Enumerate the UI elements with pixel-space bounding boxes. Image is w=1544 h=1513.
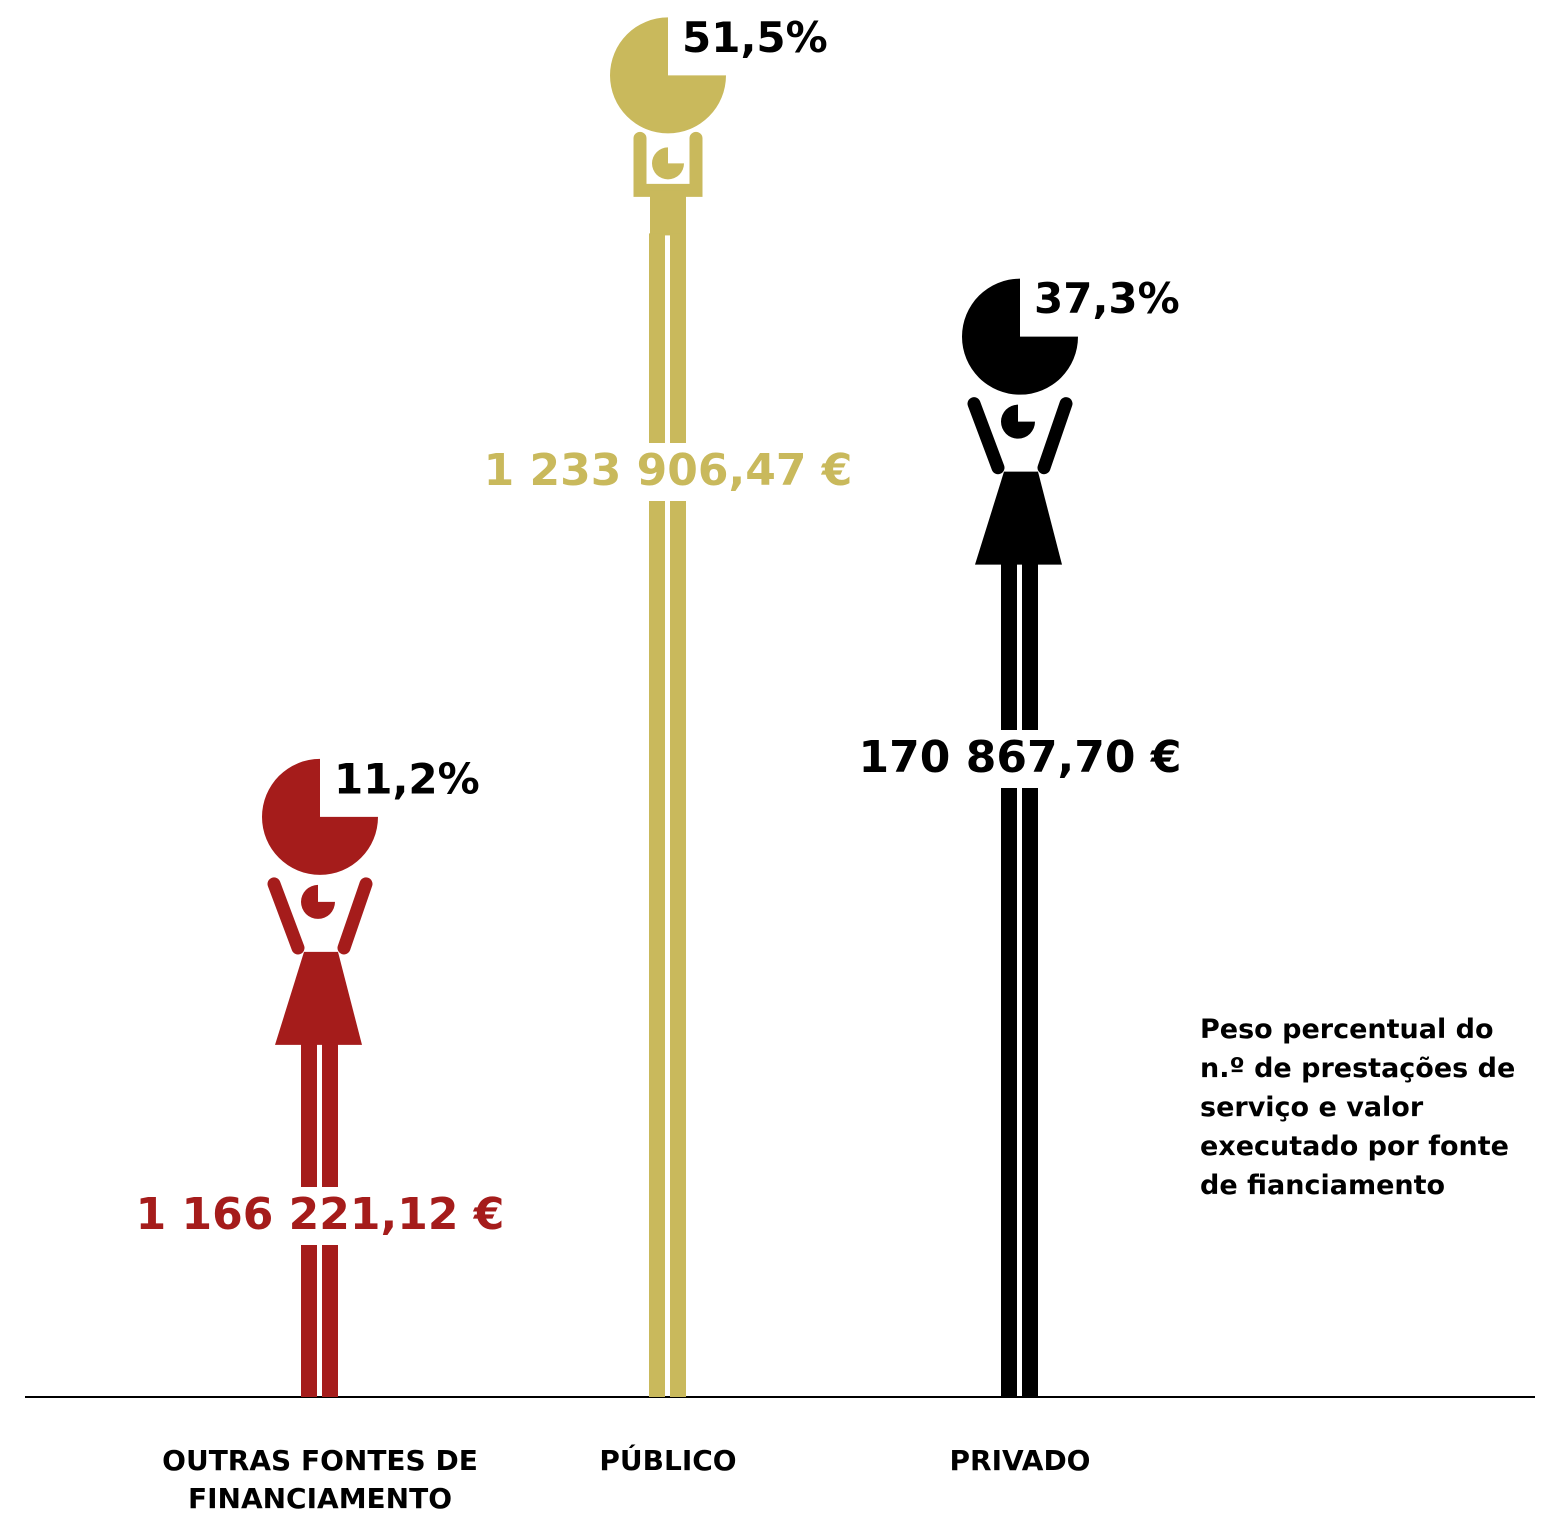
value-label: 11,2% [334,754,480,803]
arm [274,884,298,948]
infographic: 11,2% 1 166 221,12 € 51,5% 1 233 906,47 € 37… [0,0,1544,1513]
arm [974,404,998,468]
arm [344,884,366,948]
category-label: OUTRAS FONTES DE FINANCIAMENTO [140,1442,500,1513]
head [652,147,684,179]
value-label: 37,3% [1034,274,1180,323]
dress [275,952,362,1045]
category-label: PÚBLICO [488,1442,848,1480]
category-label: PRIVADO [840,1442,1200,1480]
leg [649,233,665,1397]
torso [650,190,686,235]
leg [670,233,686,1397]
chart: 11,2% 1 166 221,12 € 51,5% 1 233 906,47 € 37… [0,0,1544,1513]
head [301,885,335,919]
leg [1001,563,1017,1397]
dress [975,472,1062,565]
note: Peso percentual do n.º de prestações de … [1200,1010,1530,1205]
leg [1022,563,1038,1397]
amount-label: 170 867,70 € [859,732,1182,783]
amount-label: 1 166 221,12 € [136,1189,505,1240]
value-label: 51,5% [682,13,828,62]
amount-label: 1 233 906,47 € [484,445,853,496]
head [1001,405,1035,439]
arm [1044,404,1066,468]
